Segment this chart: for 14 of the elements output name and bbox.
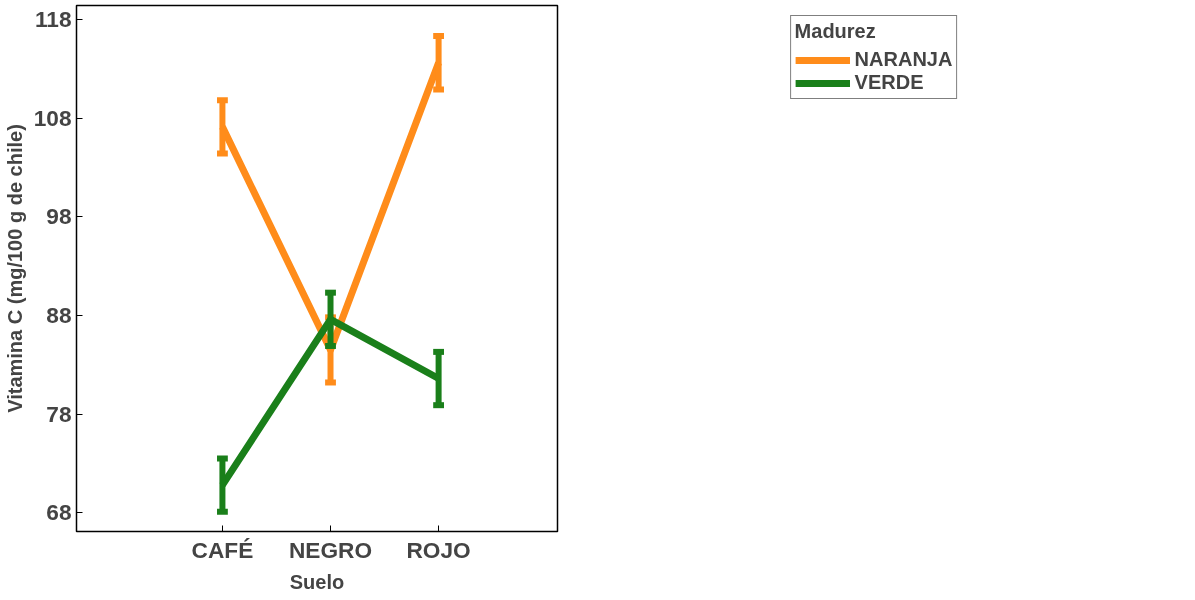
y-tick-label: 78 xyxy=(46,400,72,427)
x-tick-label: CAFÉ xyxy=(191,536,254,563)
x-axis-title: Suelo xyxy=(289,570,345,593)
y-tick-label: 88 xyxy=(46,301,72,328)
x-tick-label: NEGRO xyxy=(288,536,373,563)
x-tick-label: ROJO xyxy=(406,536,471,563)
y-tick-label: 118 xyxy=(34,5,72,32)
y-tick-label: 108 xyxy=(33,104,72,131)
y-tick-label: 68 xyxy=(46,499,72,526)
legend-label: VERDE xyxy=(854,71,924,94)
y-tick-label: 98 xyxy=(46,203,72,230)
legend-title: Madurez xyxy=(794,20,877,43)
y-axis-title: Vitamina C (mg/100 g de chile) xyxy=(3,124,26,413)
legend-label: NARANJA xyxy=(854,48,953,71)
